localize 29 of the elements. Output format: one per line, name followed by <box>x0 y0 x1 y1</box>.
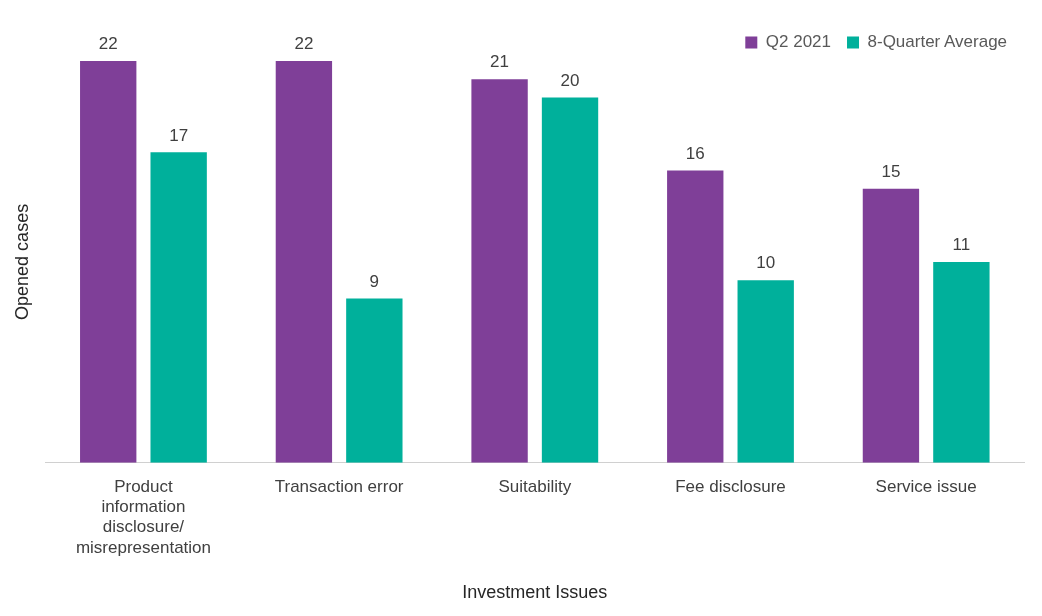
bar <box>862 188 920 463</box>
legend-label: 8-Quarter Average <box>867 32 1008 52</box>
data-label: 21 <box>490 52 510 72</box>
bar <box>346 298 403 463</box>
data-label: 15 <box>881 162 901 182</box>
data-label: 9 <box>369 271 380 291</box>
x-axis-title: Investment Issues <box>462 582 608 603</box>
data-label: 22 <box>294 34 314 54</box>
bar <box>667 170 724 463</box>
bar <box>471 79 528 463</box>
data-label: 10 <box>756 253 776 273</box>
data-label: 17 <box>169 125 189 145</box>
x-tick-label: Service issue <box>875 476 977 496</box>
data-label: 16 <box>685 143 705 163</box>
x-tick-label: Fee disclosure <box>675 476 786 496</box>
data-label: 22 <box>98 34 118 54</box>
data-label: 11 <box>952 235 971 255</box>
x-tick-label: Suitability <box>498 476 572 496</box>
x-tick-label: Product information disclosure/ misrepresentation <box>75 476 211 557</box>
bar <box>737 280 794 463</box>
bar <box>933 261 990 463</box>
legend-label: Q2 2021 <box>765 32 832 52</box>
bar <box>541 97 599 463</box>
data-label: 20 <box>560 70 580 90</box>
x-tick-label: Transaction error <box>274 476 404 496</box>
bar <box>80 61 137 463</box>
y-axis-title: Opened cases <box>11 203 32 320</box>
bar <box>275 61 333 463</box>
bar <box>150 152 207 463</box>
